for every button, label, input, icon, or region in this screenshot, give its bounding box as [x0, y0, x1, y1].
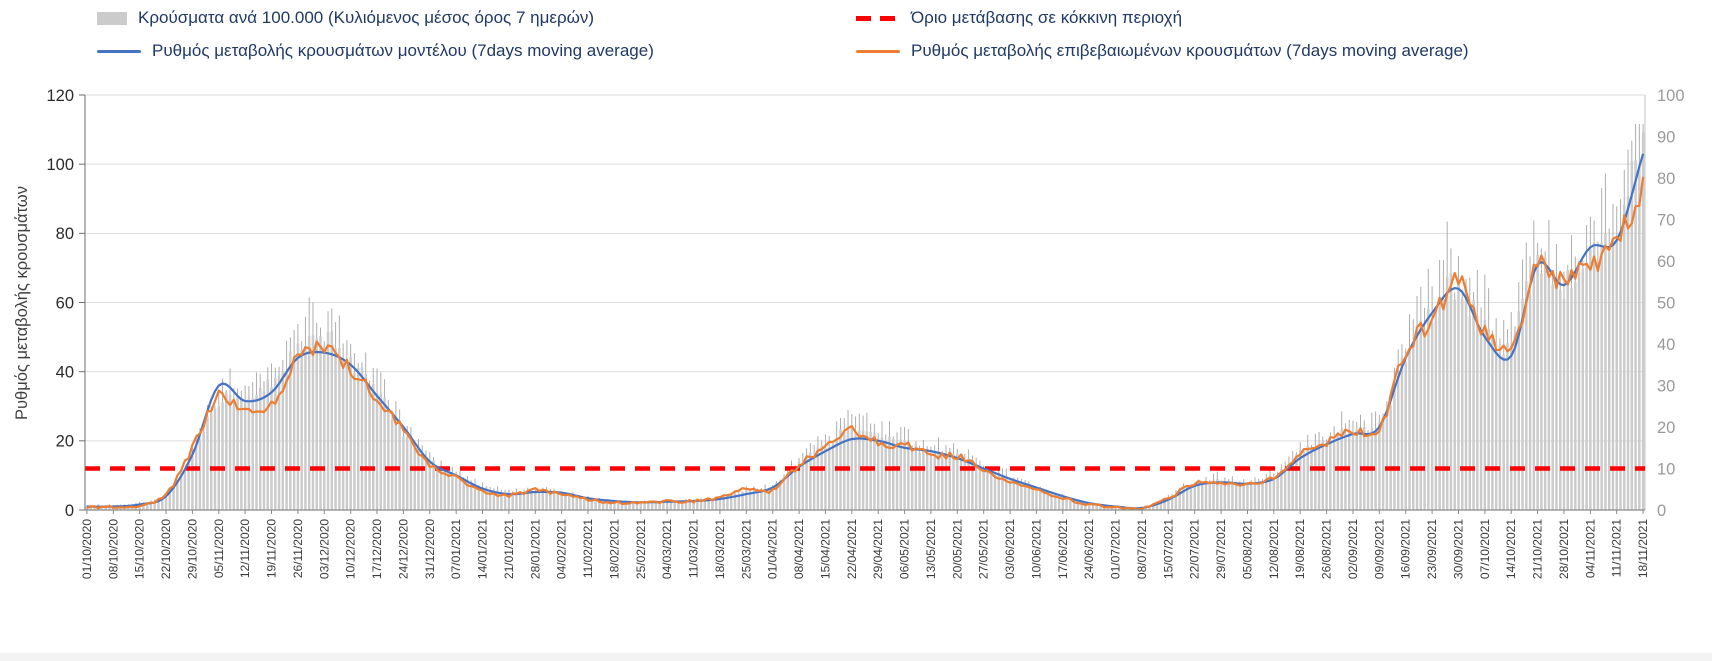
svg-text:26/08/2021: 26/08/2021: [1320, 519, 1334, 579]
svg-text:30: 30: [1657, 377, 1675, 395]
svg-text:04/03/2021: 04/03/2021: [660, 519, 674, 579]
legend-item-confirmed-line: Ρυθμός μεταβολής επιβεβαιωμένων κρουσμάτ…: [856, 41, 1469, 61]
svg-text:24/06/2021: 24/06/2021: [1082, 519, 1096, 579]
svg-text:08/07/2021: 08/07/2021: [1135, 519, 1149, 579]
svg-text:22/07/2021: 22/07/2021: [1188, 519, 1202, 579]
svg-text:11/03/2021: 11/03/2021: [687, 519, 701, 578]
svg-text:02/09/2021: 02/09/2021: [1346, 519, 1360, 579]
legend-label-cases-bars: Κρούσματα ανά 100.000 (Κυλιόμενος μέσος …: [138, 8, 595, 27]
svg-text:05/08/2021: 05/08/2021: [1241, 519, 1255, 579]
svg-text:08/10/2020: 08/10/2020: [106, 519, 120, 579]
svg-text:21/10/2021: 21/10/2021: [1531, 519, 1545, 579]
svg-text:10: 10: [1657, 460, 1675, 478]
svg-text:17/12/2020: 17/12/2020: [370, 519, 384, 579]
svg-text:25/03/2021: 25/03/2021: [739, 519, 753, 579]
svg-text:20: 20: [56, 433, 74, 451]
svg-text:20: 20: [1657, 419, 1675, 437]
svg-text:01/10/2020: 01/10/2020: [80, 519, 94, 579]
svg-text:01/04/2021: 01/04/2021: [766, 519, 780, 579]
svg-text:40: 40: [1657, 336, 1675, 354]
svg-text:15/10/2020: 15/10/2020: [133, 519, 147, 579]
legend-label-red-threshold: Όριο μετάβασης σε κόκκινη περιοχή: [911, 8, 1183, 27]
svg-text:09/09/2021: 09/09/2021: [1372, 519, 1386, 579]
svg-text:11/02/2021: 11/02/2021: [581, 519, 595, 578]
legend-item-model-line: Ρυθμός μεταβολής κρουσμάτων μοντέλου (7d…: [97, 41, 654, 61]
legend-label-confirmed-line: Ρυθμός μεταβολής επιβεβαιωμένων κρουσμάτ…: [911, 41, 1469, 60]
svg-text:04/02/2021: 04/02/2021: [555, 519, 569, 579]
svg-text:100: 100: [1657, 87, 1685, 105]
svg-text:80: 80: [56, 225, 74, 243]
svg-text:19/11/2020: 19/11/2020: [265, 519, 279, 578]
svg-text:50: 50: [1657, 294, 1675, 312]
svg-text:04/11/2021: 04/11/2021: [1583, 519, 1597, 578]
svg-text:90: 90: [1657, 128, 1675, 146]
orange-line-swatch-icon: [856, 49, 900, 53]
legend-item-cases-bars: Κρούσματα ανά 100.000 (Κυλιόμενος μέσος …: [97, 8, 594, 28]
svg-text:11/11/2021: 11/11/2021: [1610, 519, 1624, 578]
svg-text:80: 80: [1657, 170, 1675, 188]
svg-text:70: 70: [1657, 211, 1675, 229]
svg-text:20/05/2021: 20/05/2021: [950, 519, 964, 579]
svg-text:12/08/2021: 12/08/2021: [1267, 519, 1281, 579]
svg-text:06/05/2021: 06/05/2021: [898, 519, 912, 579]
svg-text:29/10/2020: 29/10/2020: [185, 519, 199, 579]
svg-text:27/05/2021: 27/05/2021: [977, 519, 991, 579]
svg-text:07/10/2021: 07/10/2021: [1478, 519, 1492, 579]
svg-text:19/08/2021: 19/08/2021: [1293, 519, 1307, 579]
dashed-line-swatch-icon: [856, 15, 900, 21]
svg-text:17/06/2021: 17/06/2021: [1056, 519, 1070, 579]
svg-text:30/09/2021: 30/09/2021: [1452, 519, 1466, 579]
svg-text:100: 100: [46, 156, 74, 174]
svg-text:16/09/2021: 16/09/2021: [1399, 519, 1413, 579]
svg-text:03/12/2020: 03/12/2020: [317, 519, 331, 579]
svg-text:12/11/2020: 12/11/2020: [238, 519, 252, 578]
svg-text:26/11/2020: 26/11/2020: [291, 519, 305, 578]
svg-text:15/07/2021: 15/07/2021: [1161, 519, 1175, 579]
svg-text:07/01/2021: 07/01/2021: [449, 519, 463, 579]
svg-text:10/12/2020: 10/12/2020: [344, 519, 358, 579]
svg-text:18/11/2021: 18/11/2021: [1636, 519, 1650, 578]
svg-text:28/01/2021: 28/01/2021: [528, 519, 542, 579]
bars-swatch-icon: [97, 11, 127, 25]
svg-text:0: 0: [65, 502, 74, 520]
svg-text:29/04/2021: 29/04/2021: [871, 519, 885, 579]
svg-text:25/02/2021: 25/02/2021: [634, 519, 648, 579]
svg-text:22/10/2020: 22/10/2020: [159, 519, 173, 579]
svg-text:60: 60: [56, 294, 74, 312]
svg-text:21/01/2021: 21/01/2021: [502, 519, 516, 579]
svg-text:120: 120: [46, 87, 74, 105]
svg-text:14/01/2021: 14/01/2021: [476, 519, 490, 579]
svg-text:22/04/2021: 22/04/2021: [845, 519, 859, 579]
svg-text:14/10/2021: 14/10/2021: [1504, 519, 1518, 579]
svg-text:29/07/2021: 29/07/2021: [1214, 519, 1228, 579]
svg-text:23/09/2021: 23/09/2021: [1425, 519, 1439, 579]
svg-text:01/07/2021: 01/07/2021: [1109, 519, 1123, 579]
svg-text:03/06/2021: 03/06/2021: [1003, 519, 1017, 579]
svg-text:18/03/2021: 18/03/2021: [713, 519, 727, 579]
legend-item-red-threshold: Όριο μετάβασης σε κόκκινη περιοχή: [856, 8, 1182, 28]
svg-text:18/02/2021: 18/02/2021: [607, 519, 621, 579]
svg-text:24/12/2020: 24/12/2020: [396, 519, 410, 579]
svg-text:31/12/2020: 31/12/2020: [423, 519, 437, 579]
svg-text:28/10/2021: 28/10/2021: [1557, 519, 1571, 579]
svg-text:13/05/2021: 13/05/2021: [924, 519, 938, 579]
blue-line-swatch-icon: [97, 49, 141, 53]
svg-text:60: 60: [1657, 253, 1675, 271]
svg-text:10/06/2021: 10/06/2021: [1029, 519, 1043, 579]
window-bottom-edge: [0, 653, 1712, 661]
legend-label-model-line: Ρυθμός μεταβολής κρουσμάτων μοντέλου (7d…: [152, 41, 654, 60]
svg-text:15/04/2021: 15/04/2021: [818, 519, 832, 579]
svg-text:08/04/2021: 08/04/2021: [792, 519, 806, 579]
svg-text:40: 40: [56, 363, 74, 381]
svg-text:05/11/2020: 05/11/2020: [212, 519, 226, 578]
svg-text:0: 0: [1657, 502, 1666, 520]
